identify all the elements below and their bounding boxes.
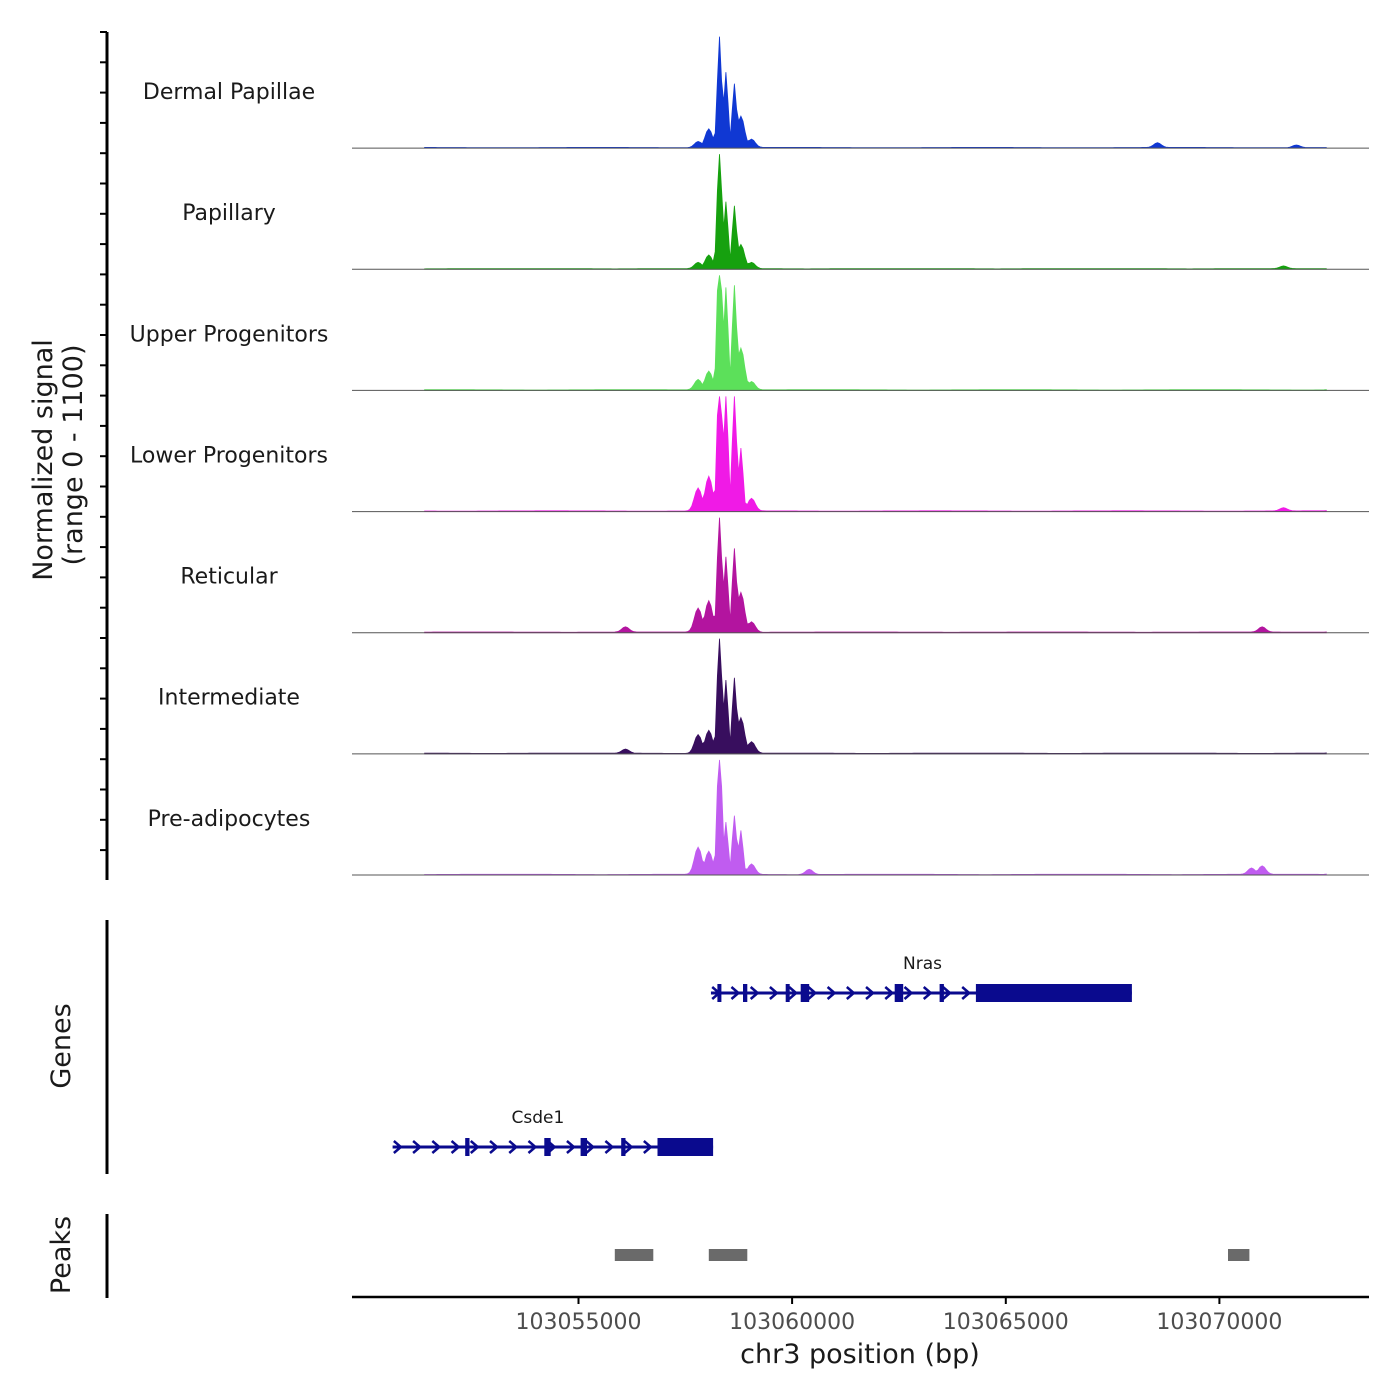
- coverage-area: [424, 638, 1327, 755]
- gene-exon: [544, 1138, 551, 1156]
- x-tick-label: 103070000: [1156, 1310, 1282, 1335]
- track-upper-progenitors: Upper Progenitors: [130, 275, 1369, 391]
- gene-csde1: Csde1: [392, 1108, 714, 1156]
- gene-name: Nras: [903, 954, 942, 974]
- track-label: Dermal Papillae: [143, 80, 315, 105]
- strand-chevron: [846, 986, 856, 1000]
- gene-exon: [580, 1138, 587, 1156]
- x-tick-label: 103060000: [729, 1310, 855, 1335]
- strand-chevron: [412, 1140, 423, 1154]
- genes-track: Nras Csde1: [392, 954, 1132, 1156]
- strand-chevron: [807, 986, 818, 1000]
- track-intermediate: Intermediate: [158, 638, 1369, 755]
- track-label: Pre-adipocytes: [148, 807, 311, 832]
- y-axis-range-label: (range 0 - 1100): [58, 345, 89, 566]
- peak-region: [708, 1249, 748, 1261]
- strand-chevron: [826, 986, 837, 1000]
- y-axis-title: Normalized signal: [28, 339, 59, 581]
- coverage-area: [424, 517, 1327, 634]
- strand-chevron: [730, 986, 741, 1000]
- strand-chevron: [788, 986, 799, 1000]
- peak-region: [1228, 1249, 1250, 1261]
- gene-nras: Nras: [710, 954, 1132, 1002]
- coverage-area: [424, 396, 1327, 512]
- strand-chevron: [585, 1140, 596, 1154]
- strand-chevron: [903, 986, 914, 1000]
- strand-chevron: [942, 986, 952, 1000]
- x-tick-label: 103055000: [516, 1310, 642, 1335]
- strand-chevron: [431, 1140, 442, 1154]
- coverage-area: [424, 275, 1327, 391]
- track-label: Intermediate: [158, 686, 300, 711]
- strand-chevron: [393, 1140, 403, 1154]
- gene-name: Csde1: [512, 1108, 565, 1128]
- coverage-area: [424, 759, 1327, 876]
- peaks-track: [614, 1249, 1250, 1261]
- track-dermal-papillae: Dermal Papillae: [143, 36, 1369, 149]
- gene-exon: [465, 1138, 470, 1156]
- gene-exon: [743, 984, 748, 1002]
- strand-chevron: [489, 1140, 499, 1154]
- strand-chevron: [769, 986, 779, 1000]
- track-papillary: Papillary: [182, 154, 1369, 270]
- peak-region: [614, 1249, 654, 1261]
- gene-exon: [785, 984, 790, 1002]
- coverage-tracks: Dermal Papillae Papillary Upper Progenitor…: [130, 36, 1369, 876]
- strand-chevron: [604, 1140, 615, 1154]
- coverage-area: [424, 36, 1327, 149]
- gene-exon: [717, 984, 722, 1002]
- track-label: Upper Progenitors: [130, 322, 329, 347]
- track-pre-adipocytes: Pre-adipocytes: [148, 759, 1369, 876]
- strand-chevron: [643, 1140, 653, 1154]
- strand-chevron: [508, 1140, 519, 1154]
- strand-chevron: [623, 1140, 634, 1154]
- gene-exon: [894, 984, 904, 1002]
- peaks-track-label: Peaks: [46, 1216, 77, 1294]
- coverage-y-ticks: [100, 31, 107, 852]
- strand-chevron: [884, 986, 895, 1000]
- strand-chevron: [922, 986, 933, 1000]
- x-axis: 103055000 103060000 103065000 103070000: [352, 1295, 1369, 1335]
- strand-chevron: [469, 1140, 480, 1154]
- strand-chevron: [450, 1140, 461, 1154]
- strand-chevron: [749, 986, 760, 1000]
- x-axis-title: chr3 position (bp): [740, 1339, 980, 1370]
- strand-chevron: [566, 1140, 576, 1154]
- x-tick-label: 103065000: [943, 1310, 1069, 1335]
- strand-chevron: [865, 986, 875, 1000]
- track-label: Reticular: [180, 565, 278, 590]
- track-reticular: Reticular: [180, 517, 1369, 634]
- coverage-area: [424, 154, 1327, 270]
- gene-exon: [975, 984, 1132, 1002]
- gene-exon: [657, 1138, 714, 1156]
- strand-chevron: [961, 986, 972, 1000]
- gene-exon: [621, 1138, 626, 1156]
- strand-chevron: [527, 1140, 538, 1154]
- track-label: Papillary: [182, 201, 276, 226]
- genes-track-label: Genes: [46, 1003, 77, 1088]
- gene-exon: [939, 984, 944, 1002]
- track-label: Lower Progenitors: [130, 443, 328, 468]
- track-lower-progenitors: Lower Progenitors: [130, 396, 1369, 513]
- gene-exon: [800, 984, 810, 1002]
